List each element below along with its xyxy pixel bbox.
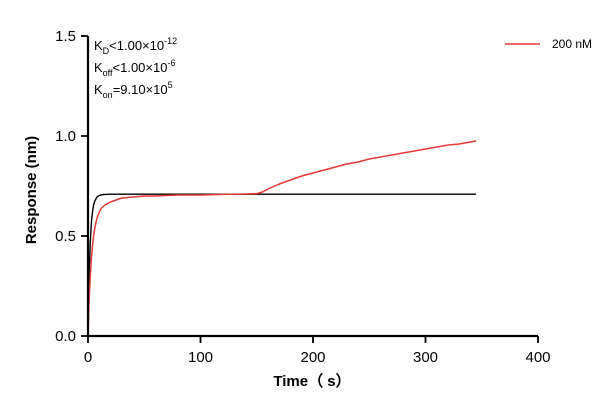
x-tick-label: 400	[525, 349, 550, 366]
y-tick-label: 1.5	[55, 28, 76, 45]
series-line-fit	[87, 193, 477, 337]
y-ticks: 0.0 0.5 1.0 1.5	[55, 28, 88, 345]
kon-annotation: Kon=9.10×105	[94, 80, 173, 100]
series-line-200nm	[87, 140, 477, 337]
x-tick-label: 300	[413, 349, 438, 366]
legend-label-200nm: 200 nM	[552, 37, 592, 51]
x-tick-label: 100	[188, 349, 213, 366]
legend: 200 nM	[505, 37, 592, 51]
x-tick-label: 200	[300, 349, 325, 366]
x-axis-title: Time（ s）	[273, 372, 350, 390]
koff-annotation: Koff<1.00×10-6	[94, 58, 175, 78]
kinetic-constants: KD<1.00×10-12 Koff<1.00×10-6 Kon=9.10×10…	[94, 36, 177, 100]
y-tick-label: 1.0	[55, 128, 76, 145]
y-axis-title: Response (nm)	[23, 136, 40, 244]
series-layer	[87, 140, 477, 337]
y-tick-label: 0.0	[55, 328, 76, 345]
plot-area	[87, 140, 477, 337]
y-tick-label: 0.5	[55, 228, 76, 245]
x-ticks: 0 100 200 300 400	[84, 336, 551, 366]
kd-annotation: KD<1.00×10-12	[94, 36, 177, 56]
x-tick-label: 0	[84, 349, 92, 366]
